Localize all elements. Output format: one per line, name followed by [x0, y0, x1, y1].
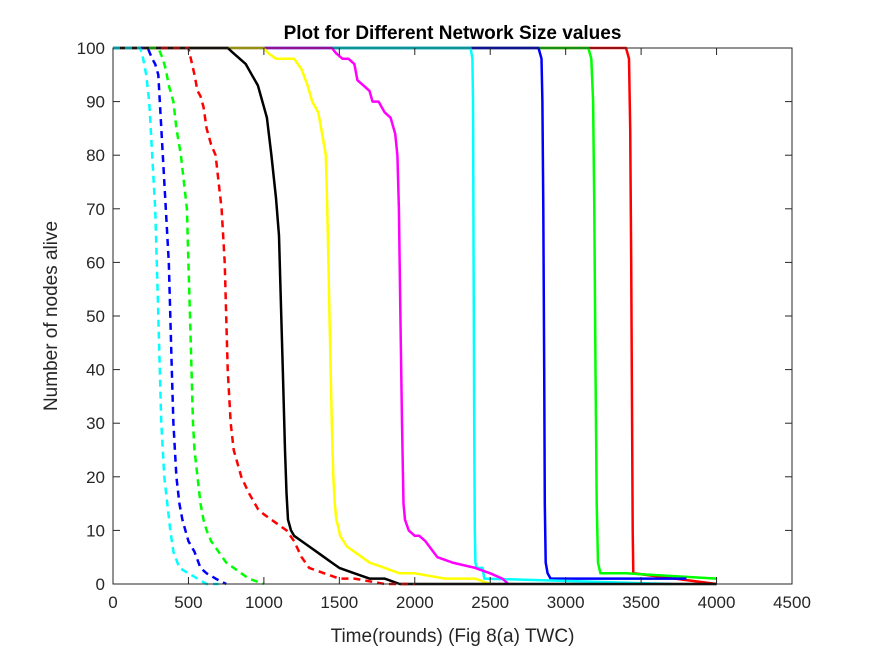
y-tick-label: 20: [86, 468, 105, 487]
y-tick-label: 70: [86, 200, 105, 219]
y-axis-label: Number of nodes alive: [41, 221, 62, 411]
series-line-6-solid: [113, 46, 491, 586]
x-tick-label: 1000: [245, 593, 283, 612]
series-line-2-solid: [113, 46, 717, 580]
x-tick-label: 1500: [320, 593, 358, 612]
x-tick-label: 0: [108, 593, 117, 612]
y-tick-label: 80: [86, 146, 105, 165]
x-tick-label: 2000: [396, 593, 434, 612]
y-tick-label: 100: [77, 39, 105, 58]
x-tick-label: 4500: [773, 593, 811, 612]
x-tick-label: 4000: [698, 593, 736, 612]
y-tick-label: 40: [86, 361, 105, 380]
y-tick-label: 60: [86, 253, 105, 272]
y-tick-label: 10: [86, 521, 105, 540]
x-tick-label: 3500: [622, 593, 660, 612]
chart-title: Plot for Different Network Size values: [284, 23, 622, 44]
y-tick-label: 90: [86, 93, 105, 112]
y-tick-label: 0: [96, 575, 105, 594]
x-axis-label: Time(rounds) (Fig 8(a) TWC): [331, 626, 575, 647]
tick-layer: 0 500 1000 1500 2000 2500 3000 3500 4000 4500 0 10 2…: [77, 39, 811, 612]
series-line-11-dashed: [113, 46, 219, 586]
series-line-3-solid: [113, 46, 687, 580]
series-line-8-dashed: [113, 46, 415, 586]
x-tick-label: 2500: [471, 593, 509, 612]
y-tick-label: 30: [86, 414, 105, 433]
x-tick-label: 500: [174, 593, 202, 612]
x-tick-label: 3000: [547, 593, 585, 612]
plot-area: [113, 48, 792, 584]
series-line-10-dashed: [113, 46, 227, 586]
series-line-5-solid: [113, 46, 510, 585]
series-line-9-dashed: [113, 46, 265, 586]
y-tick-label: 50: [86, 307, 105, 326]
